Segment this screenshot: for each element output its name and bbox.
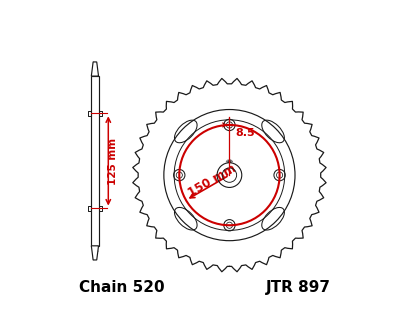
Text: 150 mm: 150 mm — [186, 162, 238, 199]
Polygon shape — [91, 246, 98, 260]
Text: JTR 897: JTR 897 — [266, 280, 331, 295]
Bar — [91, 76, 98, 246]
Text: Chain 520: Chain 520 — [79, 280, 165, 295]
Polygon shape — [91, 62, 98, 76]
Text: 8.5: 8.5 — [236, 128, 256, 138]
Text: 125 mm: 125 mm — [108, 137, 118, 184]
